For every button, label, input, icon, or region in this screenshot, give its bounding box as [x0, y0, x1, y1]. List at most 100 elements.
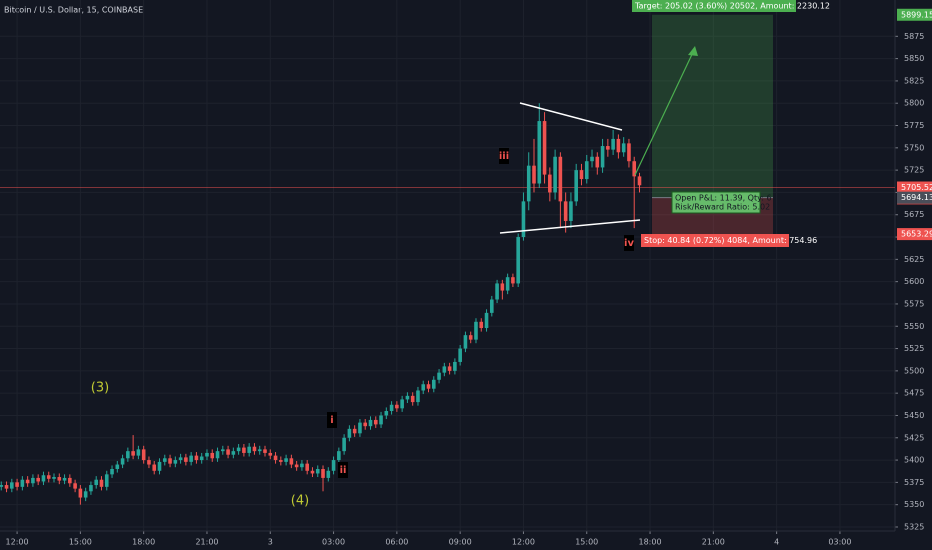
- stop-price-box: [897, 228, 932, 241]
- candle-body: [468, 335, 473, 340]
- candle-body: [342, 437, 346, 452]
- candle-body: [569, 201, 573, 221]
- candle-body: [94, 479, 99, 486]
- arrow-line: [634, 47, 696, 176]
- ratio-label: Risk/Reward Ratio: 5.02: [675, 203, 770, 212]
- candle-body: [136, 449, 141, 456]
- stop-label-box: [641, 234, 789, 247]
- arrow-head: [688, 46, 698, 56]
- candle-body: [305, 463, 309, 471]
- candle-body: [89, 485, 93, 492]
- candle-body: [437, 372, 441, 380]
- candle-body: [637, 176, 642, 186]
- y-tick-label: 5875: [904, 32, 924, 41]
- entry-price-box: [897, 191, 932, 204]
- y-tick-label: 5325: [904, 522, 924, 531]
- candle-body: [363, 422, 368, 427]
- candle-body: [184, 457, 188, 462]
- target-price-box: [897, 8, 932, 21]
- candle-body: [189, 455, 193, 462]
- candle-body: [463, 335, 468, 349]
- candle-body: [590, 156, 594, 162]
- candle-body: [548, 174, 552, 193]
- candle-body: [395, 404, 399, 409]
- candle-body: [268, 452, 273, 456]
- candle-body: [279, 460, 283, 462]
- candle-body: [162, 458, 167, 462]
- target-price: 5899.15: [901, 10, 932, 19]
- y-tick-label: 5675: [904, 210, 924, 219]
- candle-body: [284, 458, 288, 462]
- x-tick-label: 03:00: [828, 538, 851, 547]
- y-tick-label: 5450: [904, 411, 924, 420]
- y-tick-label: 5425: [904, 433, 924, 442]
- candle-body: [78, 488, 83, 498]
- x-tick-label: 06:00: [385, 538, 408, 547]
- y-tick-label: 5475: [904, 389, 924, 398]
- y-tick-label: 5350: [904, 500, 924, 509]
- candle-body: [194, 455, 199, 461]
- x-tick-label: 12:00: [512, 538, 535, 547]
- candle-body: [4, 485, 9, 489]
- x-tick-label: 12:00: [6, 538, 29, 547]
- y-tick-label: 5625: [904, 255, 924, 264]
- candle-body: [521, 201, 526, 238]
- candle-body: [73, 483, 77, 489]
- candle-body: [563, 201, 568, 221]
- candle-body: [358, 422, 362, 434]
- wave-label: ii: [340, 465, 347, 476]
- candle-body: [574, 170, 579, 202]
- candle-body: [584, 161, 589, 180]
- wave-label: iii: [499, 151, 509, 162]
- candle-body: [421, 384, 426, 391]
- wave-label: (4): [291, 494, 309, 509]
- candle-body: [289, 458, 294, 465]
- y-tick-label: 5500: [904, 366, 924, 375]
- x-tick-label: 21:00: [702, 538, 725, 547]
- x-tick-label: 4: [774, 538, 779, 547]
- x-tick-label: 09:00: [449, 538, 472, 547]
- candle-body: [558, 156, 563, 202]
- candle-body: [431, 379, 436, 389]
- candle-body: [595, 156, 600, 168]
- candle-body: [20, 479, 25, 487]
- candle-body: [52, 477, 56, 479]
- candle-body: [120, 458, 125, 465]
- candle-body: [600, 146, 605, 168]
- wave-label-box: [338, 462, 348, 478]
- candle-body: [479, 321, 484, 329]
- candle-body: [495, 283, 499, 300]
- pnl-label: Open P&L: 11.39, Qty: 6: [675, 194, 772, 203]
- candle-body: [62, 477, 67, 481]
- candle-body: [368, 419, 373, 427]
- candle-body: [68, 477, 72, 484]
- wave-label-box: [499, 148, 509, 164]
- y-tick-label: 5525: [904, 344, 924, 353]
- candle-body: [199, 456, 204, 461]
- candle-body: [315, 468, 320, 474]
- y-tick-label: 5750: [904, 143, 924, 152]
- stop-price: 5653.29: [901, 230, 932, 239]
- candle-body: [553, 156, 557, 193]
- candle-body: [331, 460, 336, 471]
- candle-body: [178, 457, 183, 461]
- candle-body: [242, 447, 246, 453]
- candle-body: [389, 404, 394, 412]
- pnl-box: [671, 191, 761, 214]
- candle-body: [273, 455, 278, 461]
- candle-body: [447, 366, 452, 371]
- candle-body: [532, 165, 536, 184]
- candle-body: [400, 399, 404, 409]
- candle-body: [537, 121, 542, 184]
- pattern-line: [519, 102, 623, 131]
- wave-label: iv: [624, 238, 634, 249]
- x-tick-label: 15:00: [575, 538, 598, 547]
- candle-body: [25, 479, 30, 484]
- candle-body: [257, 449, 262, 452]
- candle-body: [141, 449, 146, 461]
- candle-body: [490, 299, 494, 313]
- y-tick-label: 5575: [904, 299, 924, 308]
- candle-body: [611, 138, 615, 150]
- wave-label-box: [624, 235, 634, 251]
